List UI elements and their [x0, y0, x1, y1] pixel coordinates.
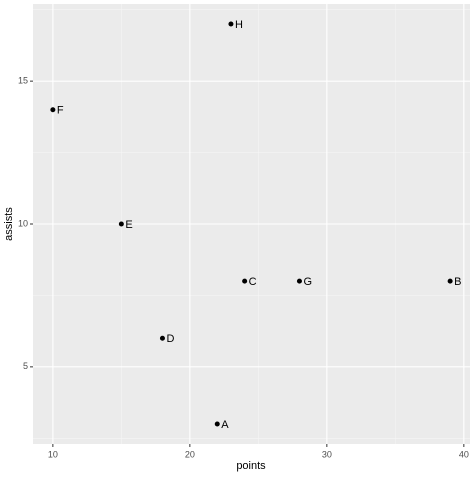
point	[296, 278, 302, 284]
point	[214, 421, 220, 427]
point	[118, 221, 124, 227]
point	[50, 107, 56, 113]
y-axis-title: assists	[3, 207, 15, 241]
point-label: G	[303, 276, 312, 288]
point-label: C	[249, 276, 257, 288]
point	[228, 21, 234, 27]
point-label: A	[221, 419, 229, 431]
x-axis-title: points	[236, 460, 266, 472]
point-label: B	[454, 276, 461, 288]
point	[447, 278, 453, 284]
x-tick-label: 30	[322, 449, 332, 459]
point-label: H	[235, 19, 243, 31]
point	[159, 335, 165, 341]
y-tick-label: 5	[23, 361, 28, 371]
point-label: F	[57, 105, 64, 117]
y-tick-label: 15	[18, 76, 28, 86]
grid	[33, 4, 470, 444]
y-tick-label: 10	[18, 218, 28, 228]
point-label: D	[166, 333, 174, 345]
point	[242, 278, 248, 284]
x-tick-label: 40	[459, 449, 469, 459]
x-tick-label: 20	[185, 449, 195, 459]
x-tick-label: 10	[48, 449, 58, 459]
point-label: E	[125, 219, 132, 231]
